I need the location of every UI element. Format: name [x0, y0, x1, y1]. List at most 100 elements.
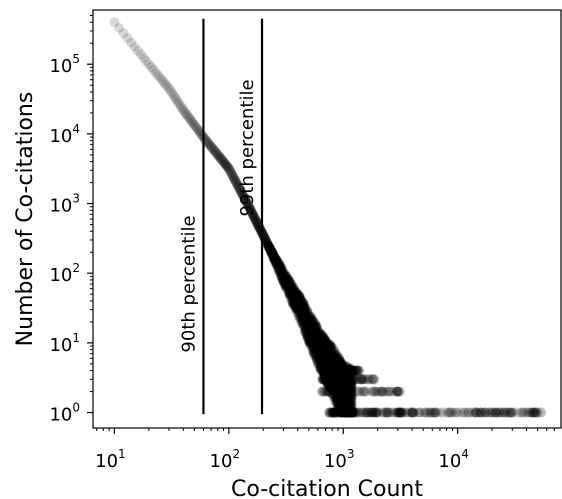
data-point — [315, 347, 326, 358]
data-point — [284, 288, 295, 299]
data-point — [321, 365, 332, 376]
data-point — [286, 282, 297, 293]
data-point — [313, 333, 324, 344]
data-point — [332, 366, 343, 377]
data-point — [281, 280, 291, 291]
data-point — [296, 295, 307, 306]
data-point — [332, 355, 343, 366]
data-point — [330, 387, 341, 398]
data-point — [345, 395, 356, 406]
data-point — [341, 388, 352, 399]
data-point — [277, 269, 288, 280]
data-point — [335, 389, 346, 400]
data-point — [476, 407, 487, 418]
data-point — [344, 407, 355, 418]
data-point — [287, 291, 298, 302]
data-point — [322, 343, 333, 354]
data-point — [323, 339, 334, 350]
data-point — [323, 352, 334, 363]
data-point — [452, 407, 463, 418]
data-point — [339, 407, 350, 418]
data-point — [492, 407, 503, 418]
data-point — [292, 304, 303, 315]
data-point — [294, 292, 305, 303]
data-point — [274, 261, 285, 272]
data-point — [344, 407, 355, 418]
data-point — [267, 247, 278, 258]
data-point — [335, 407, 346, 418]
data-point — [341, 390, 352, 401]
data-point — [347, 407, 358, 418]
data-point — [332, 407, 343, 418]
data-point — [334, 369, 345, 380]
data-point — [335, 364, 346, 375]
data-point — [341, 403, 352, 414]
data-point — [294, 298, 305, 309]
data-point — [295, 313, 306, 324]
data-point — [311, 335, 322, 346]
data-point — [345, 407, 356, 418]
data-point — [341, 388, 352, 399]
data-point — [294, 301, 305, 312]
data-point — [328, 361, 339, 372]
data-point — [279, 280, 290, 291]
data-point — [318, 347, 329, 358]
data-point — [312, 335, 323, 346]
data-point — [288, 292, 299, 303]
data-point — [186, 115, 197, 126]
data-point — [286, 279, 297, 290]
data-point — [346, 366, 357, 377]
data-point — [324, 361, 335, 372]
data-point — [326, 365, 337, 376]
data-point — [321, 363, 332, 374]
data-point — [341, 381, 352, 392]
data-point — [331, 380, 342, 391]
data-point — [334, 355, 345, 366]
data-point — [278, 274, 289, 285]
data-point — [289, 292, 300, 303]
data-point — [341, 395, 352, 406]
data-point — [290, 301, 301, 312]
data-point — [376, 386, 387, 397]
data-point — [491, 407, 502, 418]
data-point — [339, 400, 350, 411]
data-point — [294, 290, 305, 301]
data-point — [314, 340, 325, 351]
data-point — [338, 375, 349, 386]
data-point — [312, 331, 323, 342]
data-point — [335, 381, 346, 392]
data-point — [290, 297, 301, 308]
data-point — [298, 303, 309, 314]
data-point — [344, 394, 355, 405]
data-point — [216, 154, 227, 165]
data-point — [260, 235, 271, 246]
data-point — [317, 357, 328, 368]
data-point — [346, 405, 357, 416]
data-point — [341, 407, 352, 418]
data-point — [253, 220, 264, 231]
data-point — [327, 365, 338, 376]
data-point — [315, 340, 326, 351]
data-point — [275, 263, 286, 274]
data-point — [337, 381, 348, 392]
data-point — [337, 394, 348, 405]
data-point — [211, 148, 222, 159]
data-point — [315, 359, 326, 370]
data-point — [311, 340, 322, 351]
data-point — [379, 407, 390, 418]
data-point — [378, 386, 389, 397]
data-point — [407, 407, 418, 418]
data-point — [309, 329, 320, 340]
data-point — [275, 267, 286, 278]
data-point — [353, 407, 364, 418]
data-point — [329, 367, 340, 378]
data-point — [413, 407, 424, 418]
data-point — [334, 380, 345, 391]
data-point — [347, 407, 358, 418]
data-point — [360, 386, 371, 397]
data-point — [321, 342, 332, 353]
data-point — [526, 407, 537, 418]
data-point — [324, 366, 335, 377]
data-point — [423, 407, 434, 418]
data-point — [298, 308, 309, 319]
